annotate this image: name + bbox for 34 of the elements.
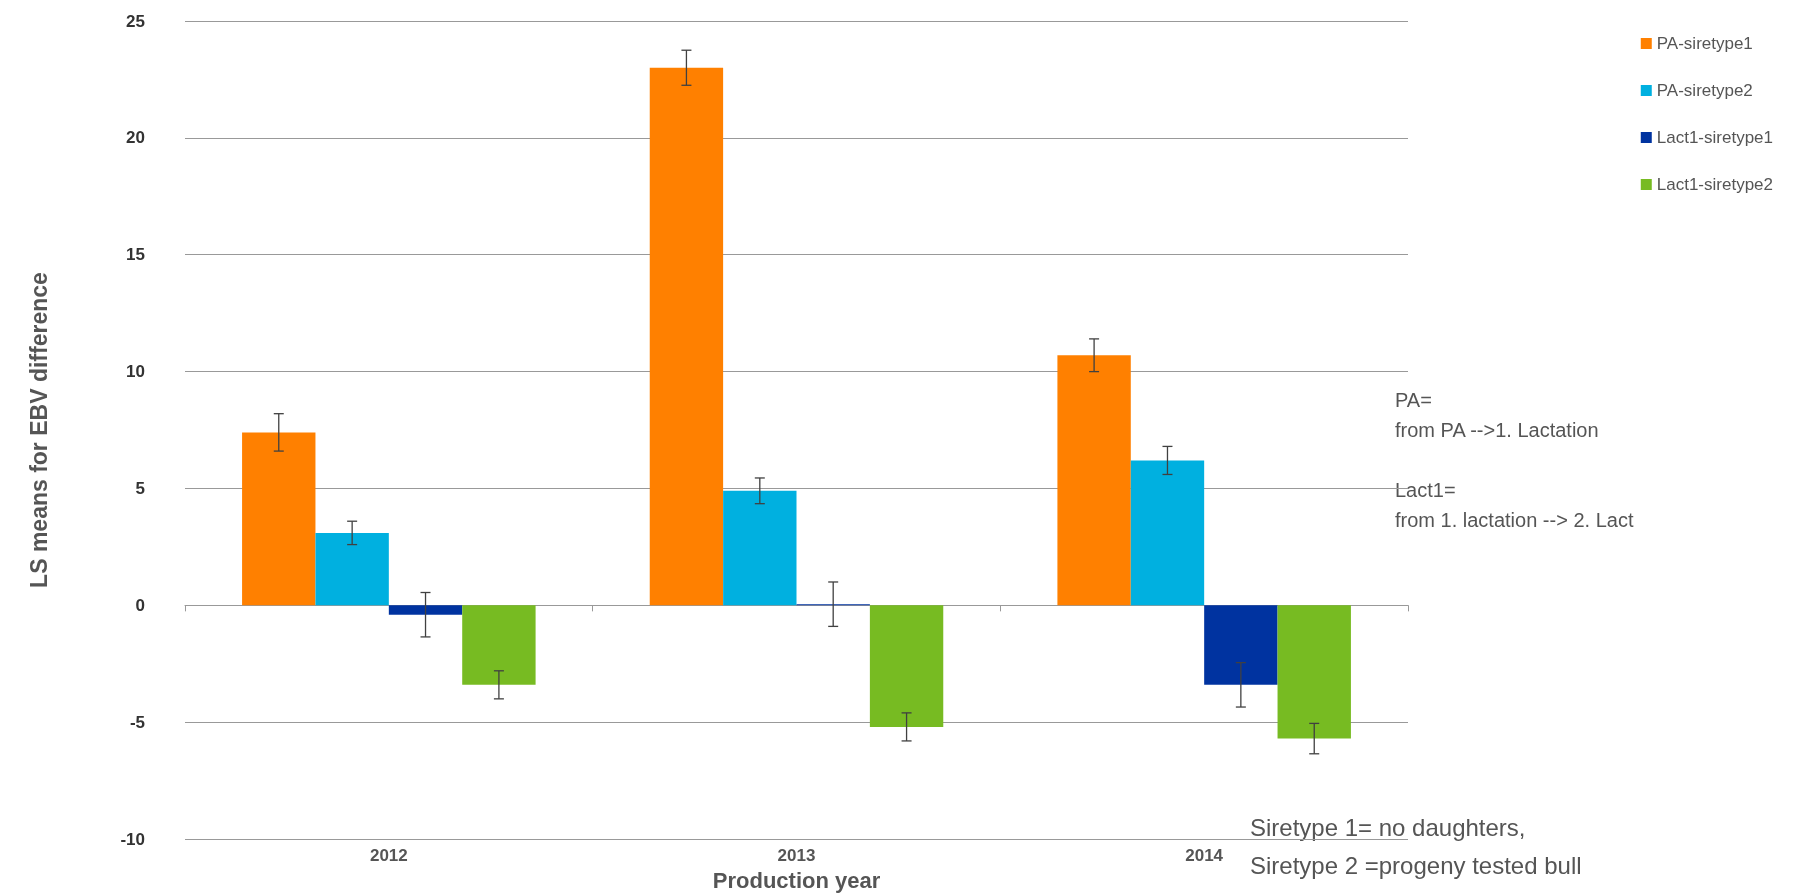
bar (388, 605, 463, 615)
bar (462, 605, 536, 685)
annotation: from 1. lactation --> 2. Lact (1395, 509, 1634, 531)
y-tick-label: 0 (135, 595, 145, 615)
bar (1277, 605, 1351, 739)
legend-label: Lact1-siretype2 (1656, 175, 1774, 194)
bar (1204, 605, 1278, 685)
x-tick-label: 2013 (777, 846, 816, 866)
legend-label: PA-siretype1 (1656, 34, 1753, 53)
y-axis-title: LS means for EBV difference (25, 272, 52, 588)
bar (1057, 355, 1131, 606)
legend-label: Lact1-siretype1 (1656, 128, 1774, 147)
x-tick-label: 2014 (1185, 846, 1224, 866)
y-tick-label: 5 (135, 478, 145, 498)
y-tick-label: -10 (120, 829, 145, 849)
y-tick-label: 25 (126, 11, 145, 31)
bar (1130, 460, 1205, 606)
x-tick-label: 2012 (369, 846, 408, 866)
annotation: Siretype 1= no daughters, (1250, 813, 1526, 841)
bar (869, 605, 944, 727)
text: Siretype 2 =progeny tested bull (1250, 851, 1582, 879)
y-tick-label: 15 (126, 245, 145, 265)
bar (723, 490, 797, 606)
bar (649, 67, 724, 606)
x-axis-title: Production year (712, 867, 881, 893)
legend-label: PA-siretype2 (1656, 81, 1753, 100)
annotation: from PA -->1. Lactation (1395, 419, 1599, 441)
bar (315, 532, 389, 606)
y-tick-label: 20 (126, 128, 145, 148)
y-tick-label: 10 (126, 362, 145, 382)
annotation: Lact1= (1395, 479, 1456, 501)
bar (242, 432, 316, 606)
y-tick-label: -5 (129, 712, 145, 732)
annotation: PA= (1395, 389, 1432, 411)
